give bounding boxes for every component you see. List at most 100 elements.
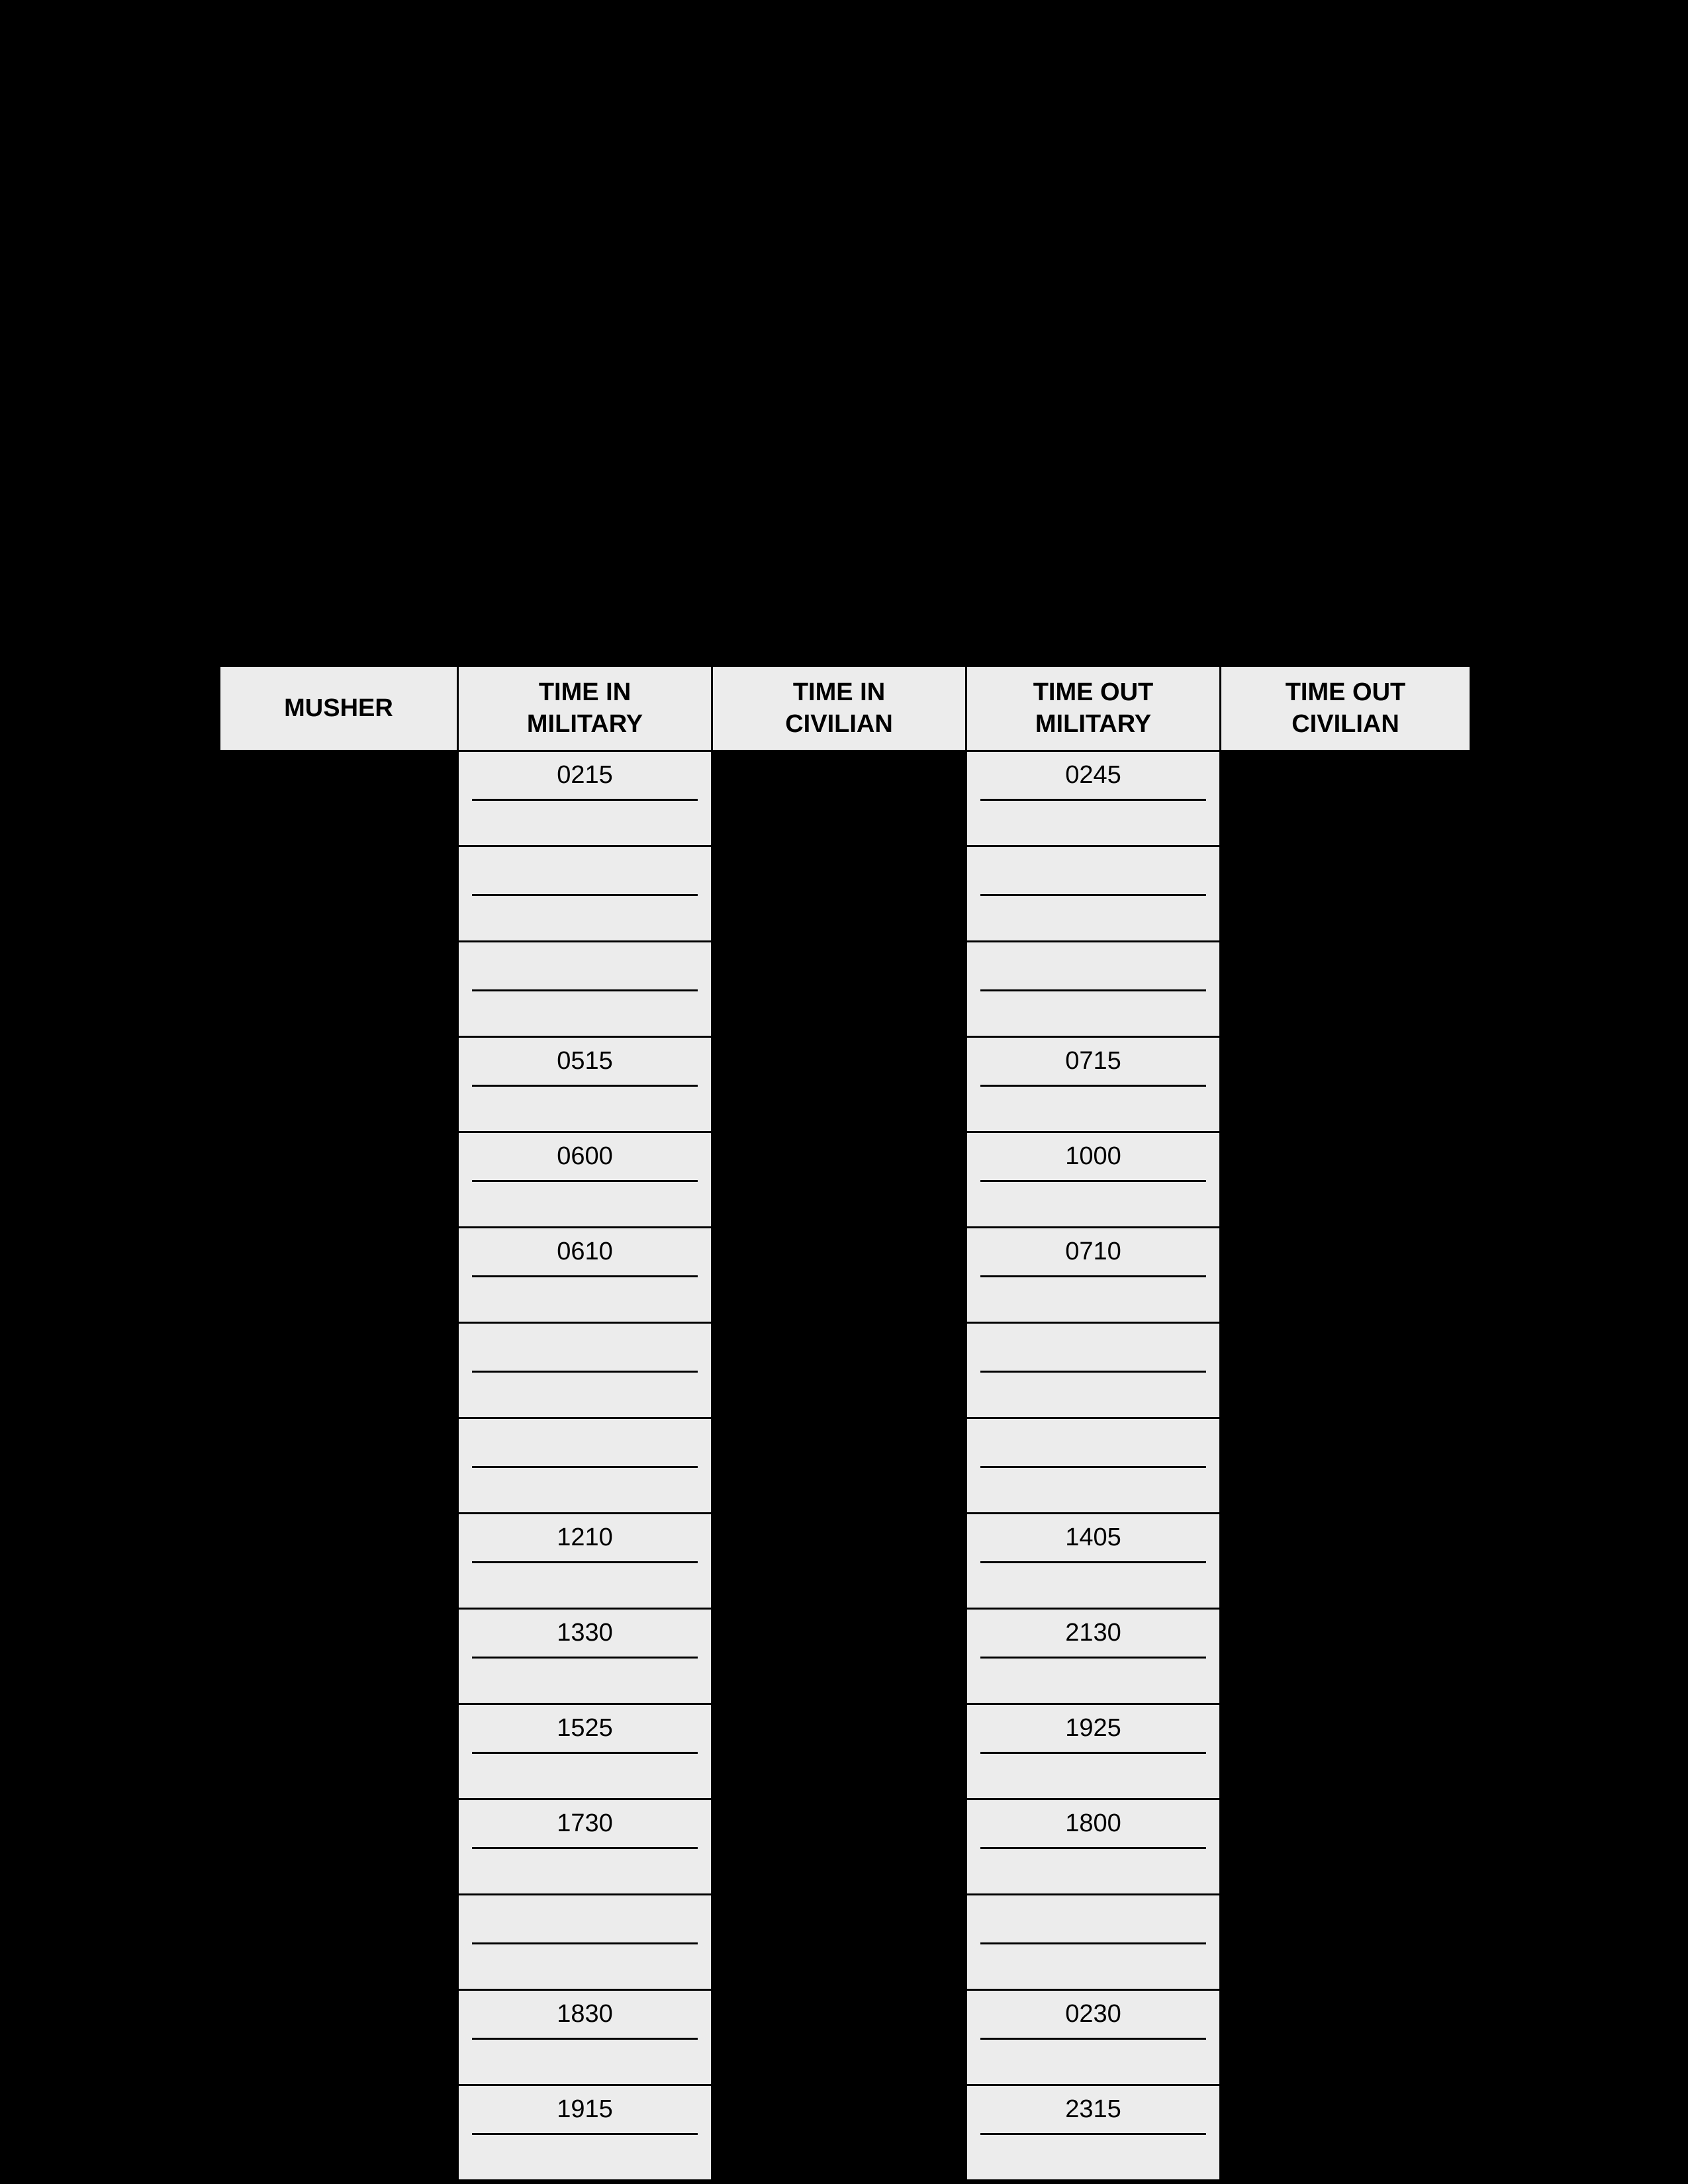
- cell-blank-subrow: [459, 1847, 711, 1894]
- cell-value: 0215: [459, 752, 711, 799]
- cell-value: 2130: [967, 1610, 1219, 1657]
- cell-time-out-civilian: [1221, 1037, 1471, 1132]
- table-row: [220, 846, 1471, 942]
- cell-musher: [220, 846, 458, 942]
- cell-time-in-military: [458, 846, 712, 942]
- time-log-table: MUSHER TIME IN MILITARY TIME IN CIVILIAN…: [218, 665, 1472, 2181]
- cell-value: [459, 942, 711, 989]
- cell-time-out-military: [966, 942, 1221, 1037]
- cell-time-in-civilian: [712, 751, 966, 846]
- cell-time-in-military: [458, 1895, 712, 1990]
- cell-blank-subrow: [459, 2038, 711, 2085]
- cell-blank-subrow: [459, 1275, 711, 1322]
- cell-blank-subrow: [967, 1847, 1219, 1894]
- cell-time-in-military: [458, 1418, 712, 1514]
- cell-musher: [220, 1609, 458, 1704]
- cell-time-out-civilian: [1221, 751, 1471, 846]
- cell-blank-subrow: [967, 1275, 1219, 1322]
- cell-musher: [220, 1704, 458, 1799]
- cell-time-out-military: [966, 1418, 1221, 1514]
- cell-time-in-civilian: [712, 1323, 966, 1418]
- cell-value: [459, 1324, 711, 1371]
- cell-value: 1330: [459, 1610, 711, 1657]
- cell-value: 1730: [459, 1800, 711, 1847]
- col-header-l2: CIVILIAN: [785, 710, 893, 738]
- cell-time-in-civilian: [712, 1609, 966, 1704]
- cell-blank-subrow: [967, 1085, 1219, 1132]
- cell-time-in-civilian: [712, 1228, 966, 1323]
- cell-time-out-military: 1000: [966, 1132, 1221, 1228]
- col-header-l2: MILITARY: [527, 710, 643, 738]
- cell-blank-subrow: [459, 1561, 711, 1608]
- col-header-l1: TIME IN: [793, 678, 885, 706]
- cell-time-in-civilian: [712, 1514, 966, 1609]
- table-row: 1330 2130: [220, 1609, 1471, 1704]
- cell-blank-subrow: [459, 1657, 711, 1704]
- cell-musher: [220, 1323, 458, 1418]
- cell-time-in-military: 0515: [458, 1037, 712, 1132]
- cell-musher: [220, 1418, 458, 1514]
- cell-time-in-civilian: [712, 1799, 966, 1895]
- col-header-l2: CIVILIAN: [1291, 710, 1399, 738]
- cell-blank-subrow: [967, 989, 1219, 1036]
- table-row: 1730 1800: [220, 1799, 1471, 1895]
- table-row: 0600 1000: [220, 1132, 1471, 1228]
- cell-time-out-civilian: [1221, 1799, 1471, 1895]
- cell-time-out-military: 0715: [966, 1037, 1221, 1132]
- cell-time-in-military: 0610: [458, 1228, 712, 1323]
- cell-blank-subrow: [459, 1752, 711, 1799]
- cell-time-out-civilian: [1221, 1323, 1471, 1418]
- table-row: 1525 1925: [220, 1704, 1471, 1799]
- cell-time-out-military: [966, 846, 1221, 942]
- cell-time-in-civilian: [712, 1895, 966, 1990]
- cell-blank-subrow: [967, 2133, 1219, 2180]
- cell-value: 1800: [967, 1800, 1219, 1847]
- cell-time-out-civilian: [1221, 1418, 1471, 1514]
- cell-blank-subrow: [967, 1371, 1219, 1418]
- cell-value: [967, 847, 1219, 894]
- cell-value: 0515: [459, 1038, 711, 1085]
- cell-value: [967, 942, 1219, 989]
- cell-time-out-civilian: [1221, 846, 1471, 942]
- cell-time-in-civilian: [712, 2085, 966, 2181]
- cell-value: 1925: [967, 1705, 1219, 1752]
- table-row: [220, 942, 1471, 1037]
- cell-time-in-military: 1525: [458, 1704, 712, 1799]
- table-row: 19152315: [220, 2085, 1471, 2181]
- table-body: 02150245 0515 0715 0600 100006100710 12101405…: [220, 751, 1471, 2181]
- cell-blank-subrow: [967, 1466, 1219, 1513]
- cell-blank-subrow: [459, 1180, 711, 1227]
- cell-musher: [220, 1228, 458, 1323]
- cell-time-in-civilian: [712, 1132, 966, 1228]
- cell-time-in-military: 0600: [458, 1132, 712, 1228]
- table-row: 18300230: [220, 1990, 1471, 2085]
- worksheet-page: MUSHER TIME IN MILITARY TIME IN CIVILIAN…: [218, 665, 1470, 2181]
- table-row: 02150245: [220, 751, 1471, 846]
- cell-time-out-civilian: [1221, 1514, 1471, 1609]
- cell-time-in-military: [458, 942, 712, 1037]
- cell-musher: [220, 2085, 458, 2181]
- cell-time-out-civilian: [1221, 1228, 1471, 1323]
- table-row: 06100710: [220, 1228, 1471, 1323]
- cell-time-out-civilian: [1221, 1609, 1471, 1704]
- cell-blank-subrow: [459, 799, 711, 846]
- cell-musher: [220, 1514, 458, 1609]
- cell-time-out-military: 2130: [966, 1609, 1221, 1704]
- cell-value: 1405: [967, 1514, 1219, 1561]
- cell-time-in-military: 0215: [458, 751, 712, 846]
- cell-value: 1915: [459, 2086, 711, 2133]
- cell-time-in-military: 1330: [458, 1609, 712, 1704]
- cell-blank-subrow: [459, 1371, 711, 1418]
- cell-time-in-civilian: [712, 1037, 966, 1132]
- cell-musher: [220, 942, 458, 1037]
- cell-time-out-military: [966, 1323, 1221, 1418]
- cell-blank-subrow: [967, 1657, 1219, 1704]
- cell-time-out-civilian: [1221, 2085, 1471, 2181]
- col-header-l1: TIME OUT: [1286, 678, 1406, 706]
- col-header-time-out-civilian: TIME OUT CIVILIAN: [1221, 666, 1471, 751]
- table-row: 12101405: [220, 1514, 1471, 1609]
- cell-time-out-military: 1405: [966, 1514, 1221, 1609]
- cell-time-in-civilian: [712, 846, 966, 942]
- cell-time-in-civilian: [712, 942, 966, 1037]
- col-header-l1: TIME IN: [539, 678, 631, 706]
